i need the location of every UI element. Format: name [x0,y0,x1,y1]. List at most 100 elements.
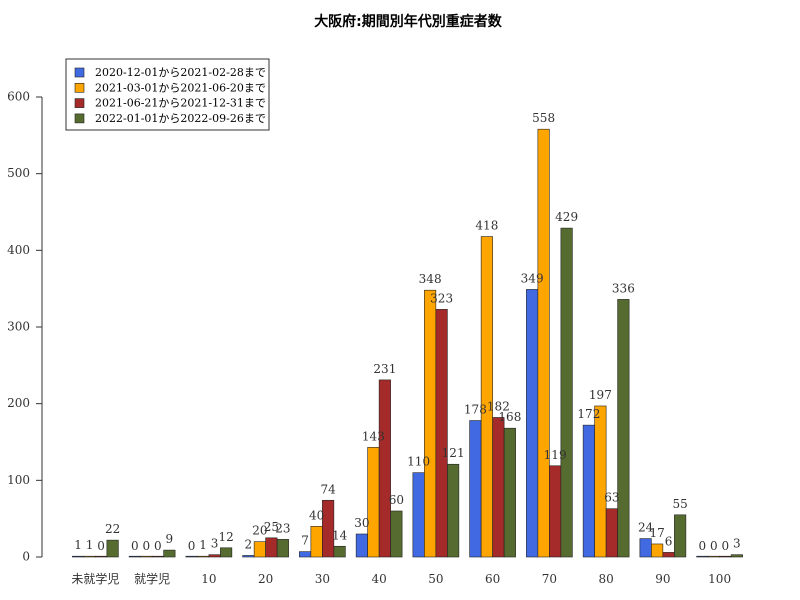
legend-swatch [74,113,85,124]
data-label: 0 [143,539,151,553]
y-tick-label: 0 [22,550,30,564]
bar [197,555,210,558]
y-tick-label: 500 [7,166,30,180]
y-tick-label: 600 [7,90,30,104]
bar [582,424,595,558]
data-label: 12 [218,530,233,544]
data-label: 172 [577,407,600,421]
bar [412,472,425,558]
bar [435,309,448,558]
y-tick-label: 200 [7,396,30,410]
data-label: 197 [589,388,612,402]
bar [447,463,460,558]
bar [594,405,607,558]
data-label: 2 [245,537,253,551]
data-label: 1 [199,538,207,552]
data-label: 0 [97,539,105,553]
bar [651,543,664,558]
bar [355,533,368,558]
bar [265,537,278,558]
bar [185,555,198,558]
data-label: 20 [252,524,267,538]
y-tick-label: 100 [7,473,30,487]
bar [151,555,164,558]
data-label: 25 [264,520,279,534]
bar [276,539,289,558]
x-tick-label: 40 [371,572,386,586]
bar [367,447,380,558]
bar [378,379,391,558]
bar [707,555,720,558]
bar [163,549,176,558]
bar [333,545,346,558]
data-label: 182 [487,399,510,413]
data-label: 23 [275,521,290,535]
bar [299,551,312,558]
data-label: 558 [532,111,555,125]
x-tick-label: 就学児 [134,571,170,586]
data-label: 22 [105,522,120,536]
data-label: 55 [672,497,687,511]
bar [140,555,153,558]
bar [424,289,437,558]
legend-label: 2020-12-01から2021-02-28まで [95,66,266,79]
x-axis-labels: 未就学児 就学児 10 20 30 40 50 60 70 80 90 100 [71,571,731,586]
data-label: 110 [407,455,430,469]
data-label: 418 [475,219,498,233]
data-label: 40 [309,508,324,522]
data-label: 0 [710,539,718,553]
bar [605,508,618,558]
bar [662,552,675,558]
data-label: 14 [332,528,348,542]
bar [674,514,687,558]
bar [106,539,119,558]
bars [72,128,743,558]
data-label: 349 [521,271,544,285]
data-label: 63 [604,491,619,505]
data-label: 0 [722,539,730,553]
data-label: 60 [389,493,404,507]
data-label: 323 [430,291,453,305]
data-label: 121 [442,446,465,460]
data-label: 168 [498,410,521,424]
data-label: 1 [74,538,82,552]
bar [480,236,493,558]
data-label: 6 [665,534,673,548]
bar [128,555,141,558]
data-label: 0 [131,539,139,553]
bar [322,499,335,558]
x-tick-label: 50 [428,572,443,586]
data-label: 24 [638,521,654,535]
x-tick-label: 30 [315,572,330,586]
bar [220,547,233,558]
bar [719,555,732,558]
data-label: 143 [362,429,385,443]
bar [526,289,539,558]
data-label: 17 [649,526,664,540]
bar [617,299,630,558]
data-label: 3 [211,537,219,551]
legend-swatch [74,98,85,108]
bar [639,538,652,558]
bar [242,555,255,558]
x-tick-label: 100 [708,572,731,586]
data-label: 7 [301,534,309,548]
bar [492,417,505,558]
bar [208,554,221,558]
data-label: 231 [373,362,396,376]
legend: 2020-12-01から2021-02-28まで 2021-03-01から2021… [65,58,270,131]
bar [503,427,516,558]
legend-label: 2021-03-01から2021-06-20まで [95,81,266,94]
data-label: 119 [544,448,567,462]
bar [83,555,96,558]
bar [253,541,266,558]
x-tick-label: 90 [655,572,670,586]
data-label: 429 [555,210,578,224]
data-label: 0 [154,539,162,553]
bar [390,510,403,558]
legend-label: 2021-06-21から2021-12-31まで [95,97,266,110]
legend-label: 2022-01-01から2022-09-26まで [95,112,266,125]
legend-swatch [74,83,85,93]
